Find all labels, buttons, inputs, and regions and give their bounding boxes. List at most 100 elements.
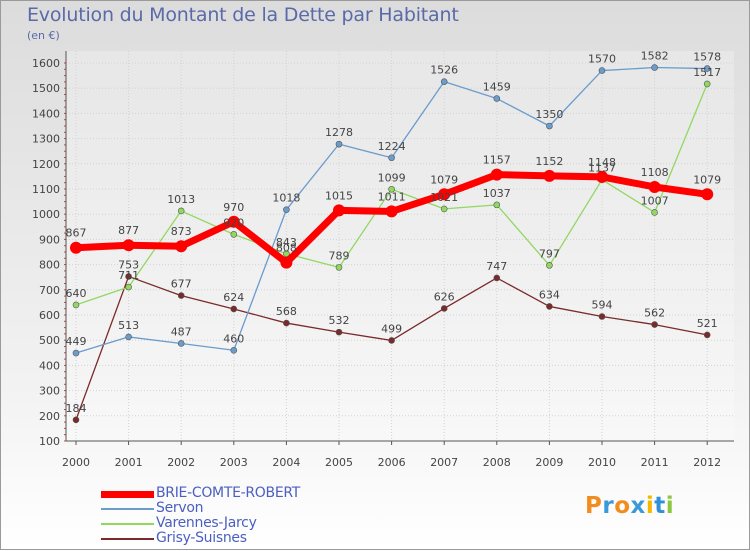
x-tick-label: 2011	[641, 456, 669, 469]
chart-unit: (en €)	[27, 29, 60, 42]
data-point	[598, 67, 606, 74]
data-label: 594	[592, 299, 613, 312]
data-point	[283, 206, 290, 213]
data-label: 1459	[483, 81, 511, 94]
data-point	[440, 305, 448, 312]
data-label: 1137	[588, 162, 616, 175]
data-point	[493, 95, 501, 102]
data-label: 1007	[641, 194, 669, 207]
data-point	[388, 185, 395, 193]
y-tick-label: 600	[39, 309, 60, 322]
legend-label: BRIE-COMTE-ROBERT	[156, 485, 301, 501]
y-tick-label: 1100	[32, 183, 60, 196]
data-label: 513	[118, 319, 139, 332]
data-point	[125, 273, 132, 280]
data-label: 789	[329, 249, 350, 262]
logo-letter: t	[654, 493, 666, 519]
y-tick-label: 400	[39, 359, 60, 372]
data-label: 1015	[325, 189, 353, 202]
data-label: 1148	[588, 156, 616, 169]
x-tick-label: 2005	[325, 456, 353, 469]
data-point	[175, 240, 188, 253]
x-tick-label: 2003	[220, 456, 248, 469]
data-point	[280, 256, 293, 269]
y-tick-label: 1400	[32, 107, 60, 120]
data-point	[648, 180, 661, 193]
data-point	[703, 65, 711, 72]
data-label: 1582	[641, 50, 669, 63]
legend-swatch	[101, 523, 154, 525]
data-label: 1157	[483, 154, 511, 167]
data-point	[72, 349, 80, 357]
data-label: 1526	[430, 64, 458, 77]
chart-title: Evolution du Montant de la Dette par Hab…	[27, 4, 459, 26]
data-label: 843	[276, 236, 297, 249]
y-tick-label: 100	[39, 435, 60, 448]
data-point	[440, 78, 448, 85]
data-label: 499	[381, 322, 402, 335]
y-tick-label: 1000	[32, 208, 60, 221]
data-point	[388, 154, 395, 162]
data-point	[490, 168, 503, 181]
data-point	[493, 201, 501, 209]
data-label: 1224	[378, 140, 406, 153]
legend-label: Grisy-Suisnes	[156, 530, 247, 546]
data-label: 640	[66, 287, 87, 300]
data-label: 521	[697, 317, 718, 330]
y-tick-label: 1600	[32, 57, 60, 70]
data-label: 568	[276, 305, 297, 318]
data-point	[177, 340, 185, 347]
data-point	[703, 331, 711, 339]
data-point	[122, 239, 135, 252]
legend-swatch	[101, 508, 154, 510]
data-point	[651, 209, 658, 216]
data-point	[230, 305, 238, 313]
data-point	[440, 205, 448, 213]
data-label: 449	[66, 335, 87, 348]
y-tick-label: 800	[39, 259, 60, 272]
data-label: 711	[118, 269, 139, 282]
y-tick-label: 900	[39, 233, 60, 246]
data-label: 808	[276, 242, 297, 255]
legend-swatch	[101, 538, 154, 540]
legend-item-grisy-suisnes: Grisy-Suisnes	[101, 530, 361, 548]
data-point	[438, 188, 451, 201]
y-tick-label: 1200	[32, 158, 60, 171]
data-label: 920	[223, 216, 244, 229]
data-label: 1152	[535, 155, 563, 168]
data-label: 1570	[588, 53, 616, 66]
legend-item-varennes-jarcy: Varennes-Jarcy	[101, 515, 361, 533]
data-point	[333, 204, 345, 217]
data-label: 1278	[325, 126, 353, 139]
data-point	[335, 328, 343, 336]
data-label: 1099	[378, 171, 406, 184]
proxiti-logo: Proxiti	[585, 493, 674, 519]
x-tick-label: 2010	[588, 456, 616, 469]
x-tick-label: 2008	[483, 456, 511, 469]
data-point	[177, 292, 185, 299]
data-point	[546, 262, 553, 269]
data-point	[701, 188, 714, 201]
data-point	[125, 283, 132, 291]
data-point	[335, 140, 343, 148]
data-point	[651, 64, 658, 71]
data-point	[177, 207, 185, 215]
data-label: 562	[644, 307, 665, 320]
data-point	[283, 319, 290, 327]
logo-letter: o	[614, 493, 631, 519]
data-label: 1350	[535, 108, 563, 121]
data-label: 1079	[693, 173, 721, 186]
data-point	[230, 231, 238, 238]
data-point	[72, 416, 80, 424]
data-point	[125, 333, 132, 341]
data-point	[70, 241, 82, 254]
data-point	[385, 205, 398, 218]
x-tick-label: 2006	[378, 456, 406, 469]
data-label: 1037	[483, 187, 511, 200]
data-point	[703, 80, 711, 88]
data-label: 634	[539, 288, 560, 301]
data-label: 867	[66, 227, 87, 240]
data-label: 626	[434, 290, 455, 303]
data-point	[543, 169, 556, 182]
legend-item-servon: Servon	[101, 500, 361, 518]
